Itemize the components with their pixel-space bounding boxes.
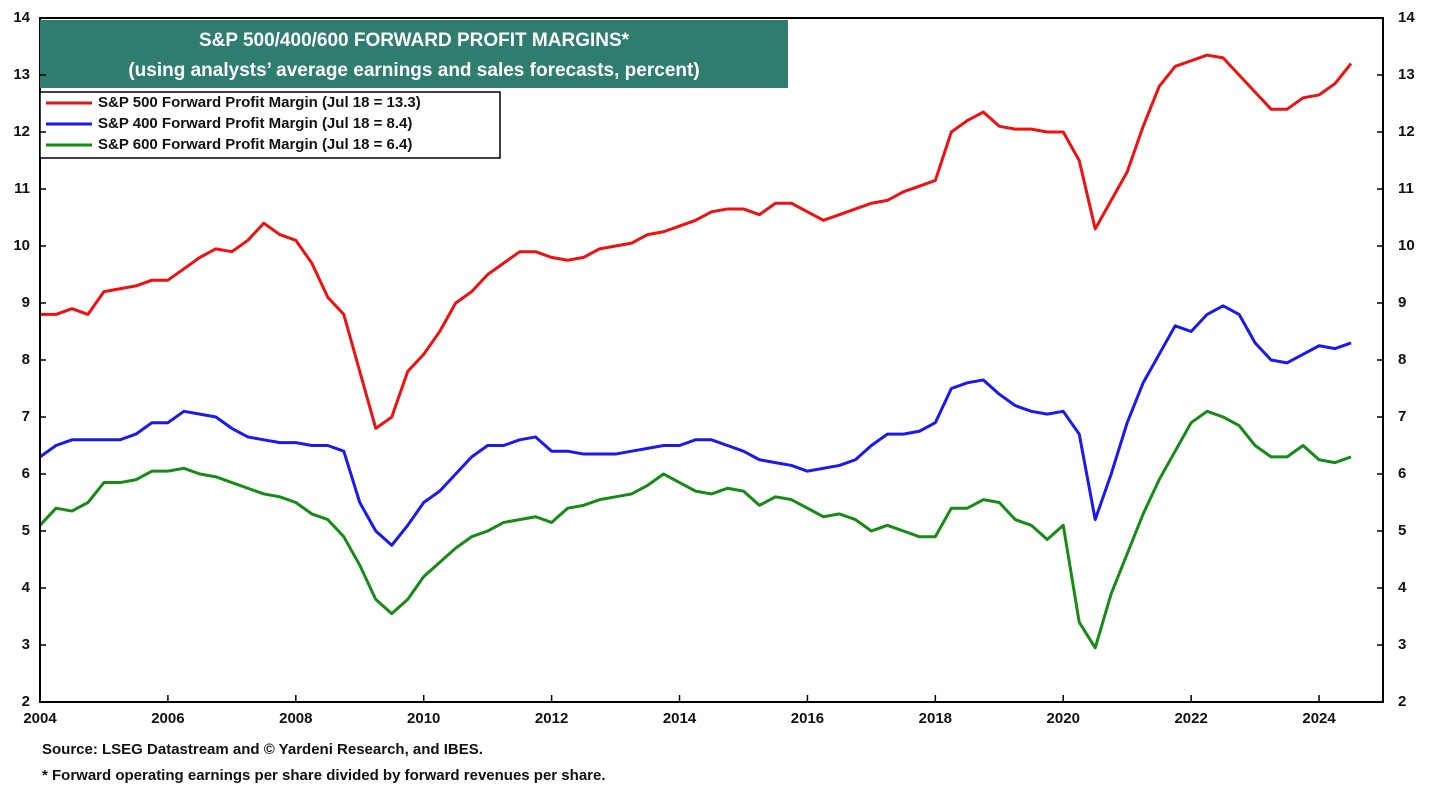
y-tick-label: 5 <box>22 522 30 539</box>
y-tick-label: 13 <box>13 66 30 83</box>
y2-tick-label: 6 <box>1398 465 1406 482</box>
title-box <box>40 20 788 88</box>
y2-tick-label: 3 <box>1398 636 1406 653</box>
y2-tick-label: 13 <box>1398 66 1415 83</box>
y2-tick-label: 9 <box>1398 294 1406 311</box>
y2-tick-label: 14 <box>1398 9 1415 26</box>
y-tick-label: 4 <box>22 579 31 596</box>
x-tick-label: 2018 <box>919 710 952 727</box>
y-tick-label: 9 <box>22 294 30 311</box>
y2-tick-label: 8 <box>1398 351 1406 368</box>
y2-tick-label: 7 <box>1398 408 1406 425</box>
y-tick-label: 2 <box>22 693 30 710</box>
y-tick-label: 14 <box>13 9 30 26</box>
x-tick-label: 2024 <box>1302 710 1336 727</box>
legend-box <box>39 91 501 159</box>
legend-label: S&P 400 Forward Profit Margin (Jul 18 = … <box>98 115 412 132</box>
x-tick-label: 2010 <box>407 710 440 727</box>
chart-subtitle: (using analysts’ average earnings and sa… <box>128 60 699 81</box>
y2-tick-label: 12 <box>1398 123 1415 140</box>
y2-tick-label: 2 <box>1398 693 1406 710</box>
legend-label: S&P 500 Forward Profit Margin (Jul 18 = … <box>98 94 421 111</box>
series-line <box>40 53 1353 430</box>
x-tick-label: 2008 <box>279 710 312 727</box>
y2-tick-label: 4 <box>1398 579 1407 596</box>
x-tick-label: 2016 <box>791 710 824 727</box>
legend: S&P 500 Forward Profit Margin (Jul 18 = … <box>39 91 501 159</box>
chart-title: S&P 500/400/600 FORWARD PROFIT MARGINS* <box>199 30 630 51</box>
y-tick-label: 7 <box>22 408 30 425</box>
series-line <box>38 409 1352 650</box>
x-tick-label: 2022 <box>1174 710 1207 727</box>
x-tick-label: 2012 <box>535 710 568 727</box>
x-tick-label: 2014 <box>663 710 697 727</box>
y-tick-label: 8 <box>22 351 30 368</box>
legend-label: S&P 600 Forward Profit Margin (Jul 18 = … <box>98 136 412 153</box>
x-tick-label: 2004 <box>23 710 57 727</box>
x-tick-label: 2020 <box>1047 710 1080 727</box>
y-tick-label: 6 <box>22 465 30 482</box>
source-note: Source: LSEG Datastream and © Yardeni Re… <box>42 741 483 758</box>
series-line <box>39 304 1352 547</box>
footnote: * Forward operating earnings per share d… <box>42 767 606 784</box>
y2-tick-label: 5 <box>1398 522 1406 539</box>
y-tick-label: 11 <box>14 180 30 197</box>
y-tick-label: 3 <box>22 636 30 653</box>
x-tick-label: 2006 <box>151 710 184 727</box>
plot-area <box>38 53 1353 650</box>
y-tick-label: 12 <box>13 123 30 140</box>
y2-tick-label: 11 <box>1398 180 1414 197</box>
y2-tick-label: 10 <box>1398 237 1415 254</box>
y-tick-label: 10 <box>13 237 30 254</box>
